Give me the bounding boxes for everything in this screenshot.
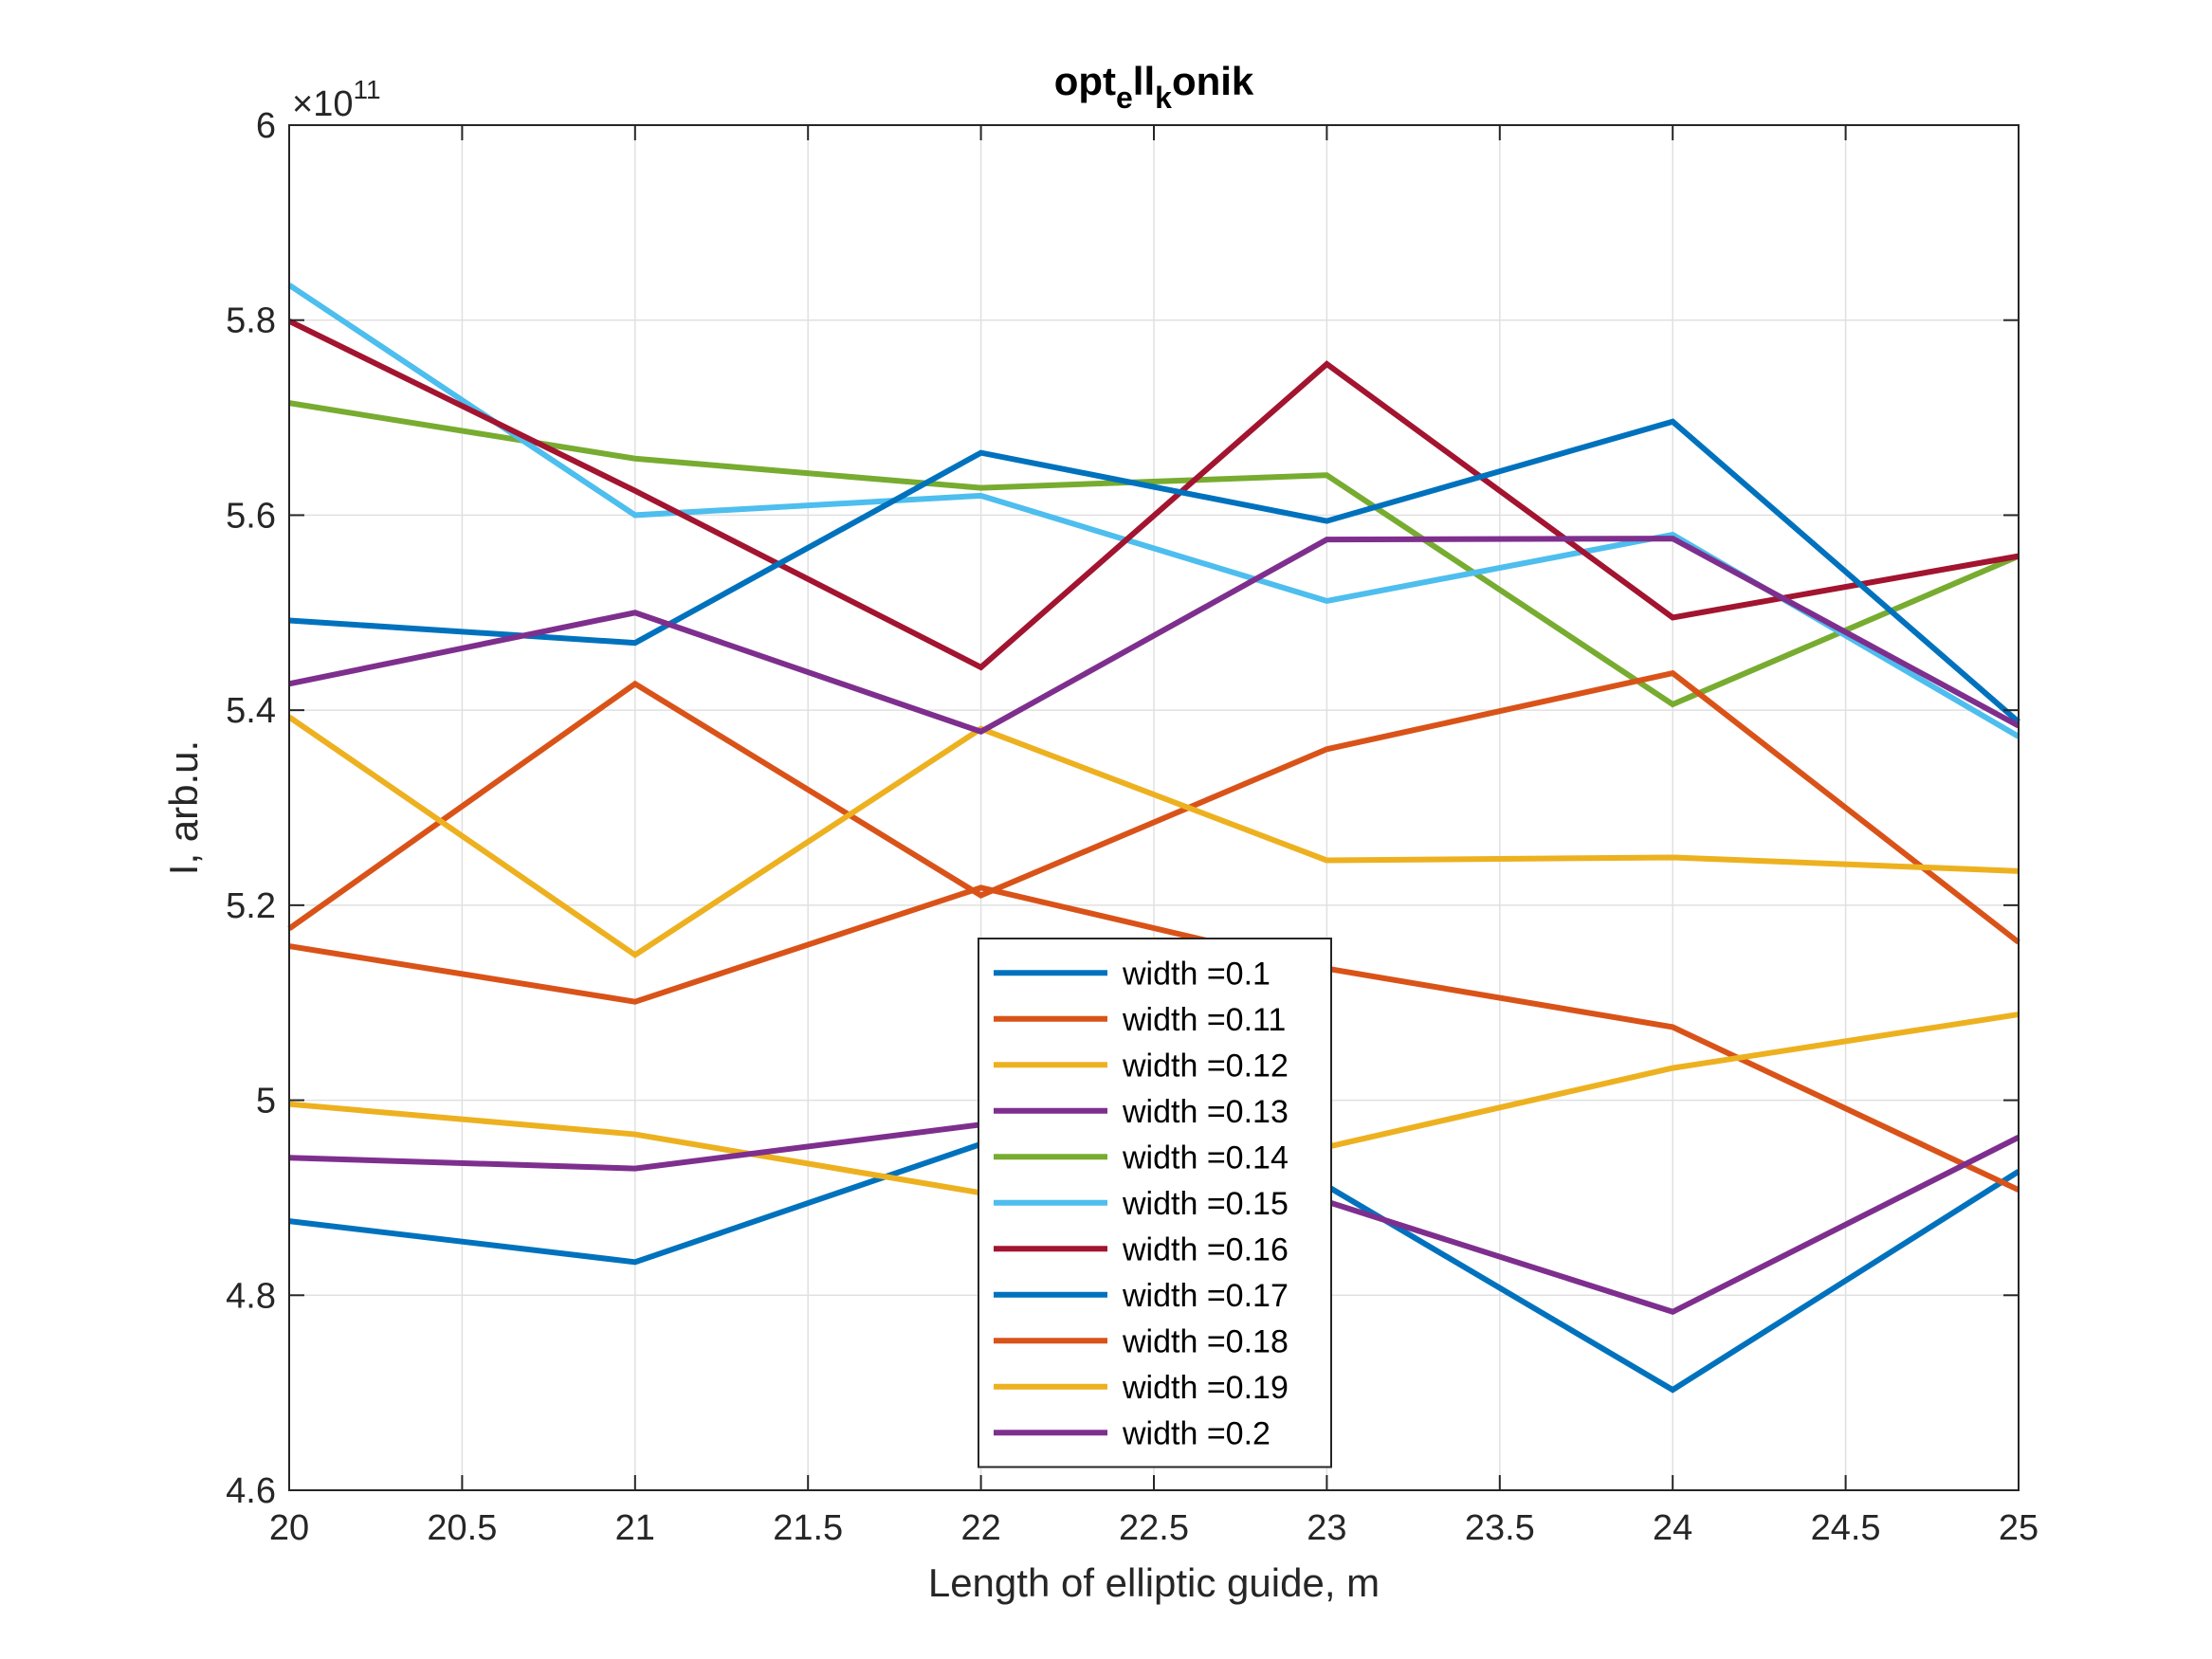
series-line-10 bbox=[287, 714, 2020, 958]
x-tick-label: 25 bbox=[1999, 1508, 2038, 1548]
series-line-11 bbox=[288, 536, 2020, 736]
series-line-9 bbox=[287, 669, 2020, 945]
x-tick-label: 24.5 bbox=[1811, 1508, 1881, 1548]
legend-entry-label: width =0.2 bbox=[1122, 1415, 1271, 1451]
y-tick-label: 4.8 bbox=[226, 1276, 276, 1316]
series-line-7 bbox=[287, 319, 2020, 671]
legend: width =0.1 width =0.11 width =0.12 width =0… bbox=[978, 938, 1332, 1468]
series-line-8 bbox=[288, 418, 2020, 724]
legend-entry-label: width =0.1 bbox=[1122, 956, 1271, 992]
x-tick-label: 21 bbox=[615, 1508, 655, 1548]
x-tick-label: 24 bbox=[1653, 1508, 1692, 1548]
legend-entry-label: width =0.14 bbox=[1122, 1139, 1289, 1176]
y-tick-label: 4.6 bbox=[226, 1471, 276, 1511]
series-line-5 bbox=[288, 400, 2020, 708]
legend-entry-label: width =0.12 bbox=[1122, 1048, 1289, 1084]
y-tick-label: 5.2 bbox=[226, 886, 276, 926]
legend-entry-label: width =0.19 bbox=[1122, 1370, 1289, 1406]
series-lines bbox=[287, 283, 2020, 1394]
series-line-2 bbox=[288, 884, 2020, 1193]
y-tick-label: 5.8 bbox=[226, 301, 276, 341]
x-axis-label: Length of elliptic guide, m bbox=[928, 1560, 1380, 1605]
legend-entry-label: width =0.15 bbox=[1122, 1186, 1289, 1222]
y-axis-label: I, arb.u. bbox=[161, 740, 206, 875]
x-tick-label: 22.5 bbox=[1119, 1508, 1189, 1548]
x-tick-label: 20 bbox=[269, 1508, 309, 1548]
x-tick-label: 20.5 bbox=[427, 1508, 497, 1548]
axis-ticks: 20 20.5 21 21.5 22 22.5 23 23.5 24 24.5 25 4.6 4.8 5 5… bbox=[226, 106, 2038, 1548]
y-tick-label: 6 bbox=[256, 106, 276, 146]
y-axis-exponent: ×1011 bbox=[292, 75, 381, 124]
legend-entry-label: width =0.11 bbox=[1122, 1002, 1286, 1038]
chart-title: optellkonik bbox=[1054, 59, 1254, 115]
legend-entry-label: width =0.13 bbox=[1122, 1094, 1289, 1130]
y-tick-label: 5 bbox=[256, 1082, 276, 1121]
legend-entry-label: width =0.16 bbox=[1122, 1231, 1289, 1267]
x-tick-label: 23.5 bbox=[1465, 1508, 1535, 1548]
y-tick-label: 5.6 bbox=[226, 496, 276, 536]
x-tick-label: 22 bbox=[960, 1508, 1000, 1548]
legend-entry-label: width =0.17 bbox=[1122, 1278, 1289, 1314]
x-tick-label: 23 bbox=[1307, 1508, 1346, 1548]
x-tick-label: 21.5 bbox=[773, 1508, 843, 1548]
y-tick-label: 5.4 bbox=[226, 691, 276, 731]
legend-entry-label: width =0.18 bbox=[1122, 1323, 1289, 1359]
